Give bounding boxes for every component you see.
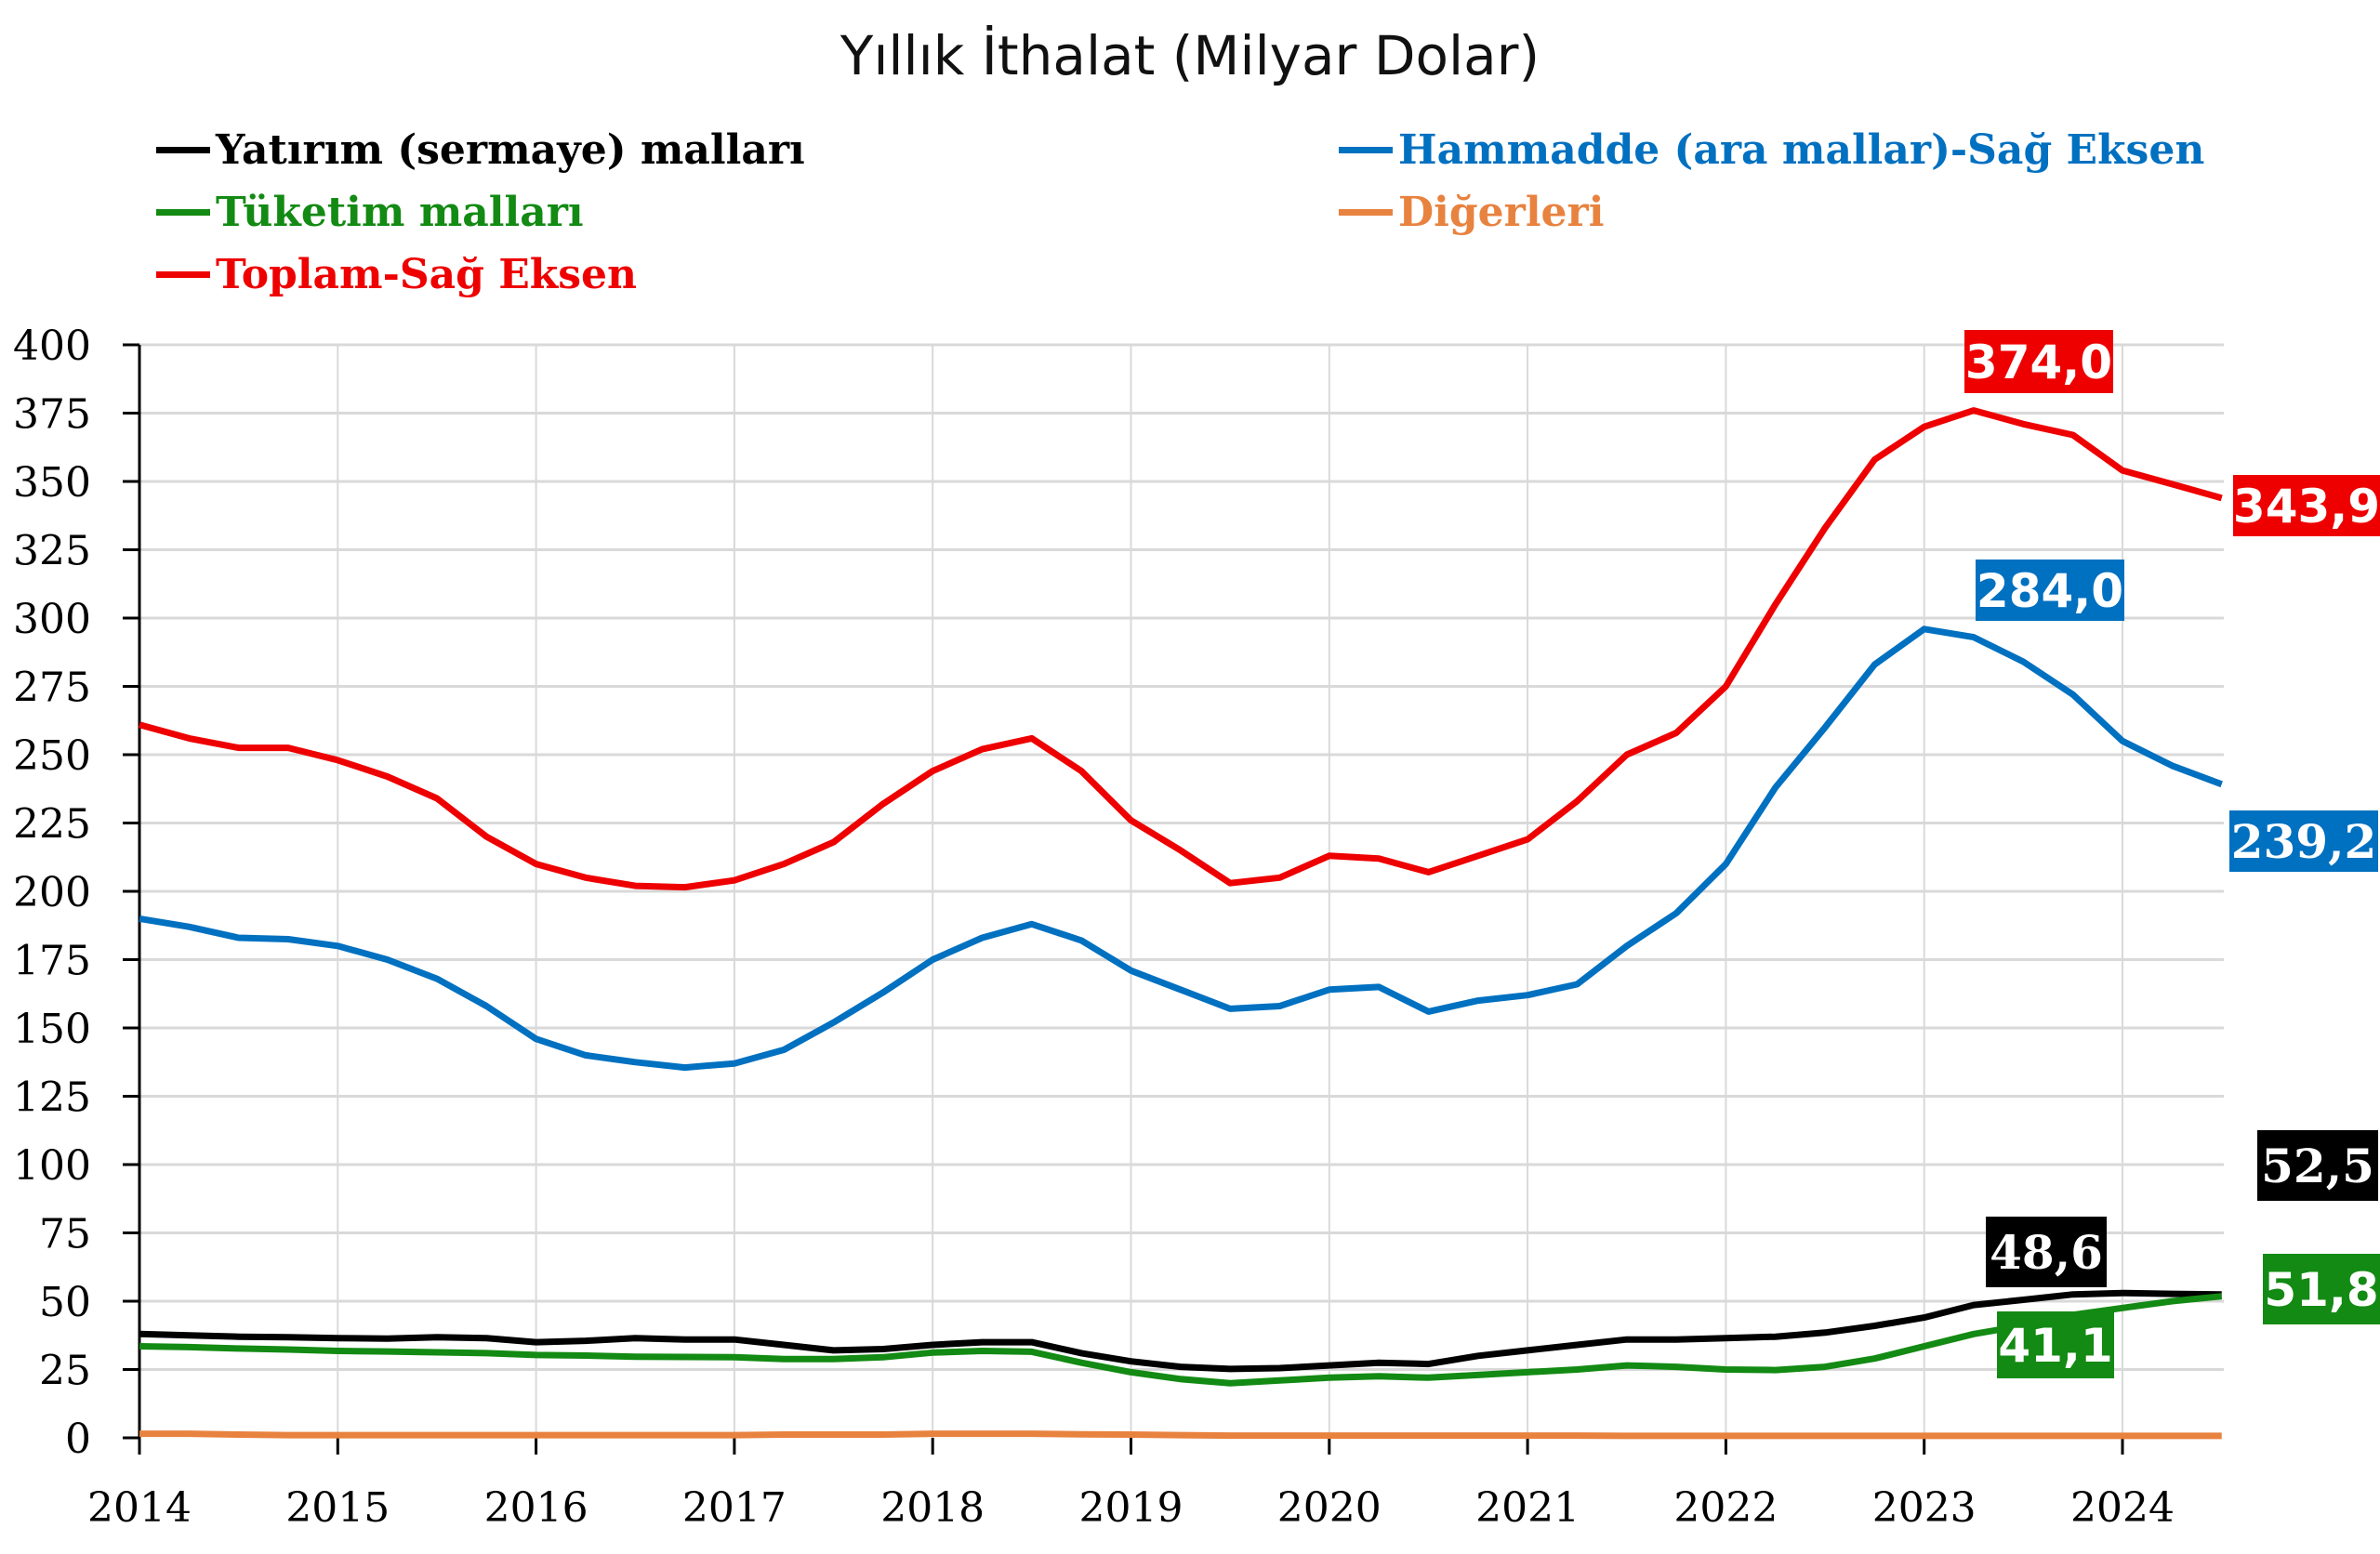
y-tick-label: 75 xyxy=(39,1211,91,1258)
series-line-0 xyxy=(139,1289,2222,1373)
y-tick-label: 50 xyxy=(39,1279,91,1326)
x-tick-label: 2016 xyxy=(484,1484,588,1532)
annotation-box xyxy=(2263,1254,2380,1324)
annotation-label: 374,0 xyxy=(1965,336,2112,389)
x-tick-label: 2021 xyxy=(1475,1484,1580,1532)
annotation-box xyxy=(2257,1130,2378,1201)
x-tick-label: 2023 xyxy=(1872,1484,1977,1532)
y-tick-label: 400 xyxy=(13,323,91,370)
y-tick-label: 300 xyxy=(13,596,91,643)
legend-item-yatirim: Yatırım (sermaye) malları xyxy=(156,126,805,174)
y-tick-label: 200 xyxy=(13,869,91,916)
legend-label-hammadde: Hammadde (ara mallar)-Sağ Eksen xyxy=(1398,126,2205,174)
series-line-3 xyxy=(139,1430,2222,1440)
legend-item-toplam: Toplam-Sağ Eksen xyxy=(156,251,637,298)
legend-swatch-digerleri xyxy=(1339,209,1393,216)
y-tick-label: 125 xyxy=(13,1074,91,1122)
grid-layer xyxy=(139,343,2224,1438)
annotation-label: 41,1 xyxy=(1998,1319,2112,1373)
y-tick-label: 25 xyxy=(39,1348,91,1395)
legend-item-digerleri: Diğerleri xyxy=(1339,189,1604,236)
y-tick-label: 250 xyxy=(13,732,91,780)
annotation-box xyxy=(1964,330,2113,393)
annotation-box xyxy=(2229,810,2378,872)
x-tick-label: 2014 xyxy=(87,1484,192,1532)
y-tick-label: 100 xyxy=(13,1142,91,1190)
y-tick-label: 175 xyxy=(13,938,91,985)
annotation-label: 52,5 xyxy=(2261,1139,2374,1193)
legend-label-toplam: Toplam-Sağ Eksen xyxy=(216,251,637,298)
annotation-label: 51,8 xyxy=(2264,1263,2378,1317)
x-tick-label: 2017 xyxy=(682,1484,787,1532)
annotation-box xyxy=(2233,475,2380,536)
annotation-layer: 374,0 343,9 284,0 239,2 48,6 52,5 41,1 51,8 xyxy=(1964,330,2380,1378)
legend-swatch-hammadde xyxy=(1339,147,1393,153)
x-tick-label: 2024 xyxy=(2070,1484,2175,1532)
annotation-label: 239,2 xyxy=(2231,814,2377,869)
annotation-box xyxy=(1986,1217,2107,1287)
y-tick-label: 0 xyxy=(65,1416,91,1463)
x-tick-label: 2015 xyxy=(285,1484,390,1532)
legend-label-yatirim: Yatırım (sermaye) malları xyxy=(216,126,805,174)
legend-item-tuketim: Tüketim malları xyxy=(156,189,584,236)
annotation-box xyxy=(1997,1311,2114,1378)
annotation-label: 284,0 xyxy=(1977,564,2123,618)
y-tick-label: 150 xyxy=(13,1006,91,1053)
legend-item-hammadde: Hammadde (ara mallar)-Sağ Eksen xyxy=(1339,126,2204,174)
y-tick-label: 325 xyxy=(13,528,91,575)
annotation-box xyxy=(1976,560,2124,621)
y-tick-label: 375 xyxy=(13,391,91,439)
y-tick-label: 275 xyxy=(13,665,91,712)
x-tick-label: 2022 xyxy=(1673,1484,1778,1532)
x-tick-label: 2020 xyxy=(1277,1484,1382,1532)
chart-title: Yıllık İthalat (Milyar Dolar) xyxy=(840,24,1540,87)
legend-swatch-toplam xyxy=(156,271,210,278)
series-layer xyxy=(139,407,2223,1440)
y-tick-label: 350 xyxy=(13,459,91,507)
legend-label-digerleri: Diğerleri xyxy=(1398,189,1605,236)
annotation-label: 48,6 xyxy=(1990,1225,2103,1280)
legend-label-tuketim: Tüketim malları xyxy=(216,189,584,236)
annotation-label: 343,9 xyxy=(2233,480,2380,533)
y-tick-label: 225 xyxy=(13,801,91,849)
legend-swatch-yatirim xyxy=(156,147,210,153)
legend-swatch-tuketim xyxy=(156,209,210,216)
axis-layer: 0 25 50 75 100 125 150 175 200 225 250 275 300 325 350… xyxy=(13,323,2175,1532)
x-tick-label: 2019 xyxy=(1079,1484,1183,1532)
x-tick-label: 2018 xyxy=(880,1484,985,1532)
